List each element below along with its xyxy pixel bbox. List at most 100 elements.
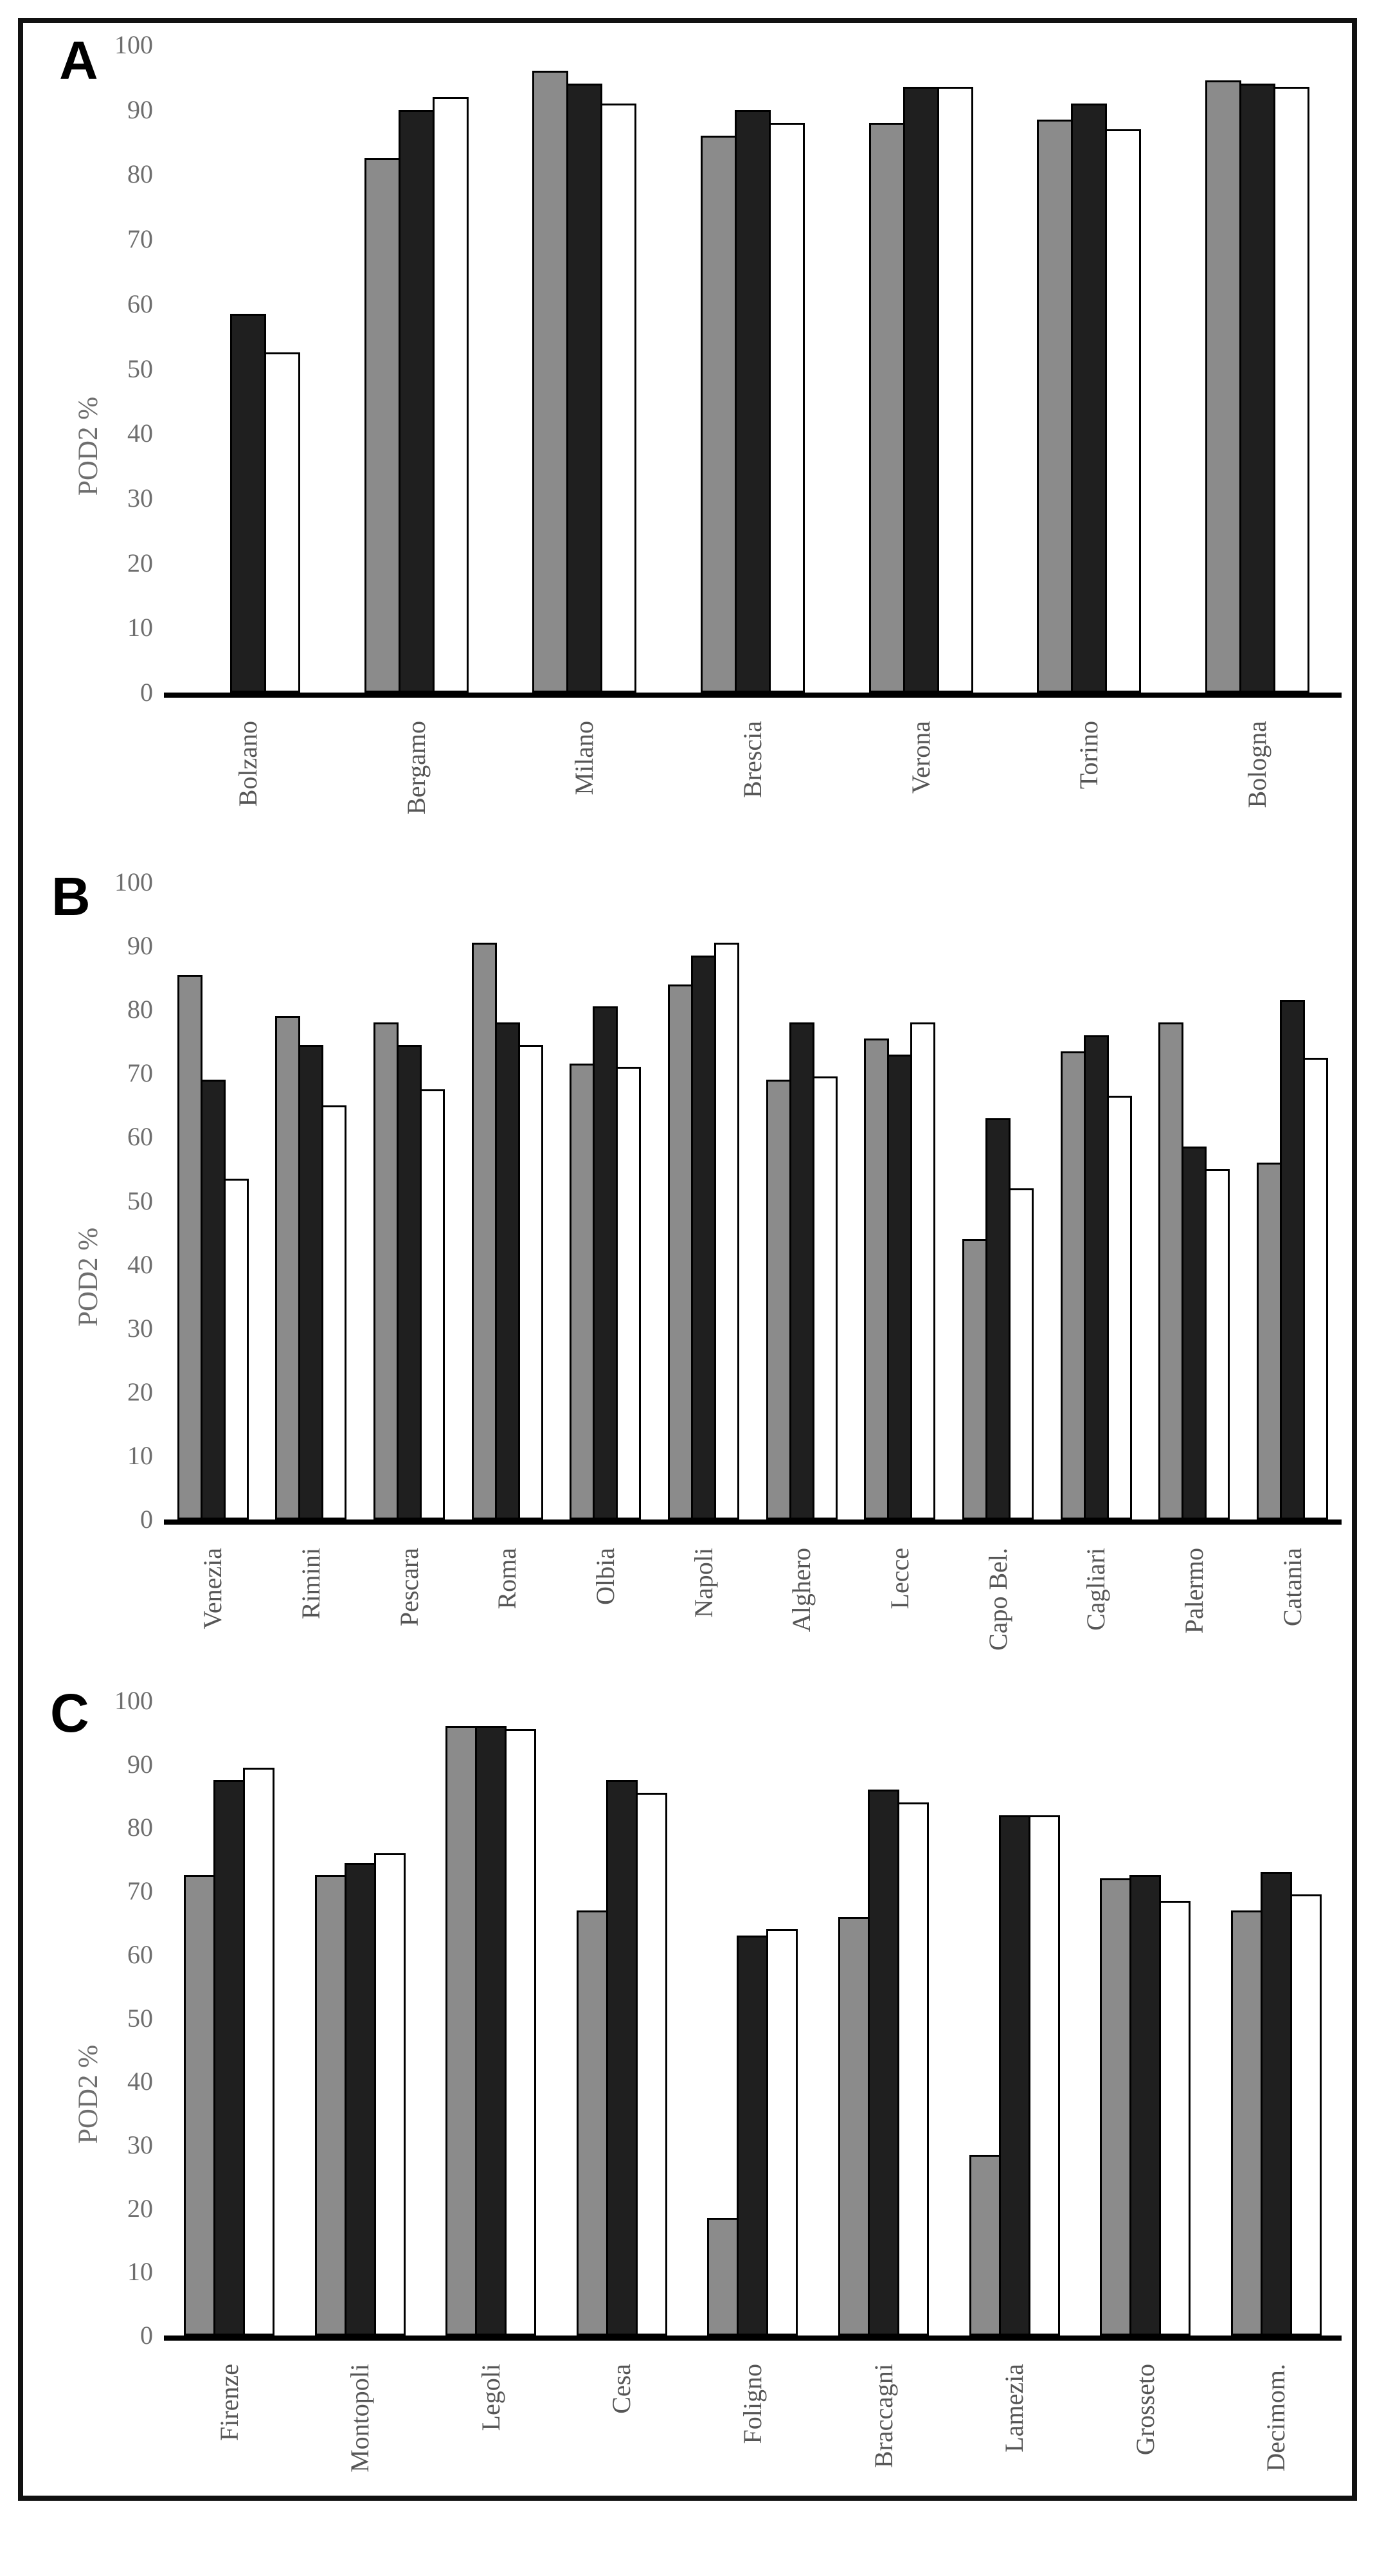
bar-group-pescara [360,882,458,1519]
gray-series-bar [1158,1022,1184,1519]
bar-group-roma [458,882,557,1519]
bar-group-capo-bel- [949,882,1047,1519]
y-tick-label: 0 [140,678,153,707]
x-category-label: Cesa [607,2364,636,2414]
y-tick-label: 90 [127,1750,153,1779]
y-tick-label: 70 [127,224,153,253]
bar-group-firenze [164,1701,295,2336]
bar-group-bologna [1173,45,1342,693]
y-tick-label: 80 [127,995,153,1024]
y-tick-label: 50 [127,2004,153,2033]
bar-group-montopoli [295,1701,426,2336]
x-category-label: Foligno [738,2364,767,2444]
gray-series-bar [364,158,400,693]
black-series-bar [691,956,717,1519]
y-tick-label: 10 [127,2257,153,2286]
bar-group-napoli [654,882,753,1519]
panel-letter-A: A [59,30,98,91]
white-series-bar [937,87,973,693]
y-tick-label: 20 [127,1377,153,1406]
bar-group-foligno [687,1701,818,2336]
y-tick-label: 0 [140,2321,153,2350]
white-series-bar [616,1067,642,1519]
bar-group-olbia [557,882,655,1519]
white-series-bar [321,1105,347,1519]
white-series-bar [1028,1815,1060,2336]
bar-group-rimini [262,882,361,1519]
gray-series-bar [1100,1878,1132,2336]
y-tick-label: 90 [127,931,153,960]
white-series-bar [505,1729,537,2336]
black-series-bar [1280,1000,1306,1519]
x-category-label: Grosseto [1131,2364,1160,2456]
figure-frame [18,18,1357,2501]
bar-group-bergamo [332,45,501,693]
black-series-bar [200,1080,226,1519]
y-tick-label: 100 [114,30,153,59]
black-series-bar [298,1045,324,1519]
x-category-label: Legoli [476,2364,505,2431]
gray-series-bar [766,1080,791,1519]
gray-series-bar [868,123,905,693]
black-series-bar [868,1790,899,2336]
black-series-bar [494,1022,520,1519]
black-series-bar [1260,1872,1292,2336]
plot-area-C [164,1701,1342,2341]
y-tick-label: 70 [127,1876,153,1905]
bar-group-catania [1243,882,1342,1519]
bar-group-lecce [851,882,949,1519]
gray-series-bar [1257,1163,1282,1519]
white-series-bar [223,1179,249,1519]
white-series-bar [1205,1169,1230,1519]
plot-area-A [164,45,1342,698]
black-series-bar [213,1780,246,2336]
figure-page: { "figure": { "border_color": "#111111",… [18,18,1357,2501]
black-series-bar [887,1055,913,1519]
y-tick-label: 30 [127,484,153,512]
gray-series-bar [969,2155,1001,2336]
bar-group-grosseto [1080,1701,1211,2336]
y-tick-label: 20 [127,2194,153,2223]
y-tick-label: 0 [140,1505,153,1534]
y-tick-label: 20 [127,549,153,577]
gray-series-bar [707,2218,739,2336]
gray-series-bar [1060,1051,1086,1519]
gray-series-bar [700,136,737,693]
y-tick-label: 40 [127,1250,153,1279]
white-series-bar [1290,1894,1322,2336]
gray-series-bar [471,943,497,1519]
bar-group-milano [500,45,669,693]
black-series-bar [1129,1875,1162,2336]
gray-series-bar [373,1022,399,1519]
y-tick-label: 30 [127,2130,153,2159]
black-series-bar [1083,1035,1109,1519]
gray-series-bar [314,1875,346,2336]
white-series-bar [635,1793,667,2336]
bar-group-legoli [426,1701,557,2336]
y-tick-label: 70 [127,1058,153,1087]
white-series-bar [243,1768,275,2336]
gray-series-bar [1205,80,1242,693]
x-category-label: Decimom. [1261,2364,1290,2472]
panel-letter-C: C [50,1683,89,1743]
white-series-bar [1273,87,1310,693]
x-category-label: Montopoli [345,2364,374,2472]
white-series-bar [420,1089,445,1519]
gray-series-bar [445,1726,478,2336]
black-series-bar [903,87,939,693]
white-series-bar [1303,1058,1329,1519]
gray-series-bar [184,1875,216,2336]
gray-series-bar [275,1016,301,1519]
black-series-bar [606,1780,638,2336]
bar-group-decimom- [1210,1701,1342,2336]
gray-series-bar [962,1239,988,1519]
white-series-bar [1106,1096,1132,1519]
bar-group-verona [837,45,1005,693]
black-series-bar [734,110,771,693]
black-series-bar [593,1006,618,1519]
gray-series-bar [177,975,202,1519]
panel-letter-B: B [51,866,91,927]
y-tick-label: 90 [127,95,153,124]
y-tick-label: 10 [127,613,153,642]
white-series-bar [1009,1188,1034,1519]
